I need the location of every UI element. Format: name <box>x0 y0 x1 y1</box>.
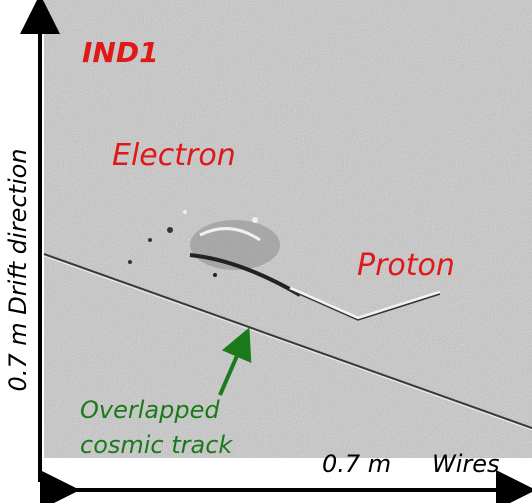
y-axis-label: 0.7 m Drift direction <box>4 148 32 391</box>
cosmic-label-1: Overlapped <box>80 396 220 424</box>
x-axis-label: Wires <box>432 450 500 478</box>
x-length-label: 0.7 m <box>322 450 391 478</box>
event-display: IND1 Electron Proton Overlapped cosmic t… <box>0 0 532 503</box>
proton-label: Proton <box>357 248 455 283</box>
electron-label: Electron <box>112 138 236 173</box>
cosmic-label-2: cosmic track <box>80 431 233 459</box>
plane-label: IND1 <box>82 36 159 69</box>
